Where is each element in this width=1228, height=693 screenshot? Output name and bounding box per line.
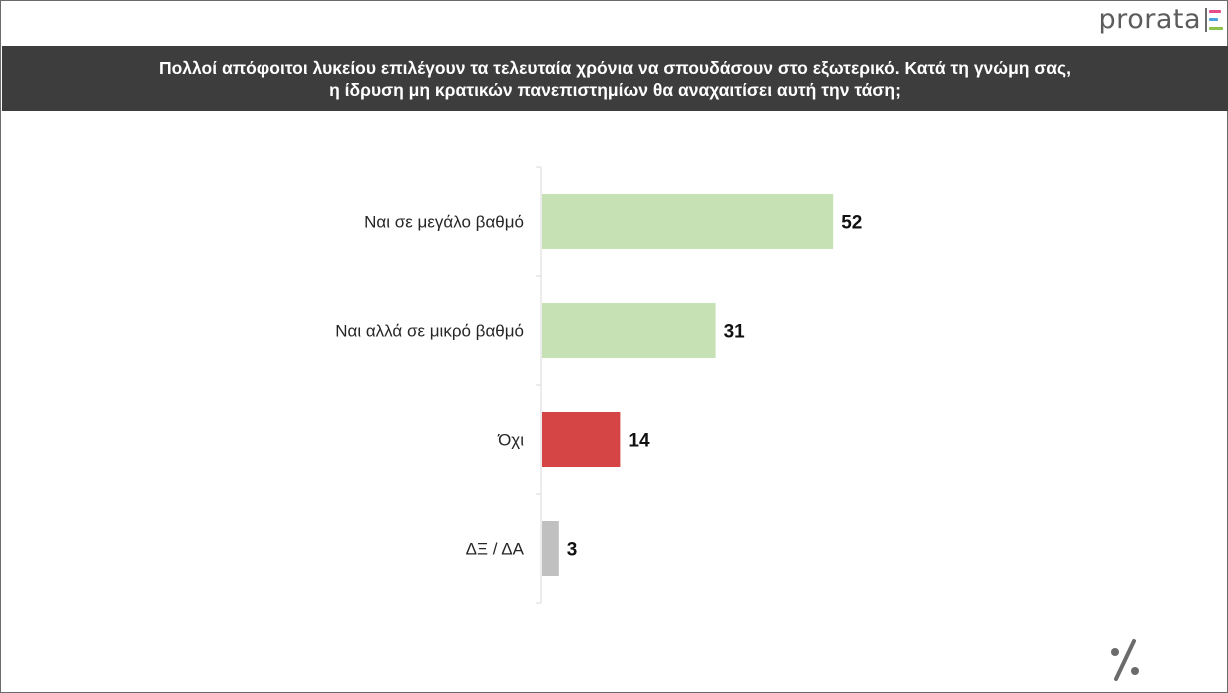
category-label: Ναι σε μεγάλο βαθμό: [364, 213, 524, 232]
data-label: 14: [628, 431, 650, 452]
bar-3: [542, 412, 621, 467]
category-label: Ναι αλλά σε μικρό βαθμό: [335, 322, 524, 341]
bar-1: [542, 194, 834, 249]
percent-icon: [1111, 639, 1139, 681]
bar-2: [542, 303, 716, 358]
category-label: Όχι: [497, 431, 524, 450]
data-label: 3: [567, 540, 578, 561]
brand-logo: prorata: [1099, 6, 1223, 33]
question-title-line-1: Πολλοί απόφοιτοι λυκείου επιλέγουν τα τε…: [158, 57, 1072, 78]
category-label: ΔΞ / ΔΑ: [466, 540, 525, 559]
question-title-band: Πολλοί απόφοιτοι λυκείου επιλέγουν τα τε…: [2, 46, 1228, 111]
data-label: 31: [724, 322, 746, 343]
bar-4: [542, 521, 559, 576]
question-title-line-2: η ίδρυση μη κρατικών πανεπιστημίων θα αν…: [329, 79, 901, 100]
logo-bars-icon: [1205, 7, 1223, 32]
data-label: 52: [841, 213, 862, 234]
logo-text: prorata: [1098, 4, 1201, 35]
